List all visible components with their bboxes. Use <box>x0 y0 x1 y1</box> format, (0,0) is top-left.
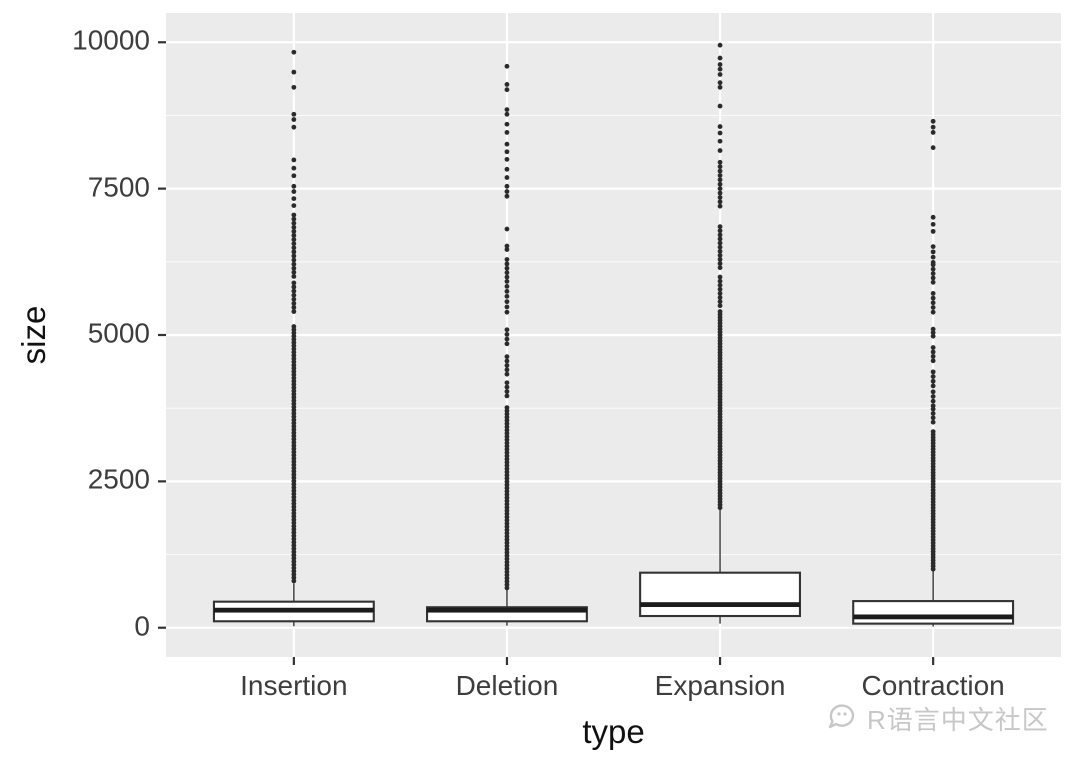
box-contraction-outliers <box>930 118 936 572</box>
axis-ticks <box>158 41 935 665</box>
grid-minor <box>166 114 1061 556</box>
box-insertion <box>212 49 375 627</box>
watermark: R语言中文社区 <box>826 700 1049 737</box>
box-expansion <box>639 42 802 624</box>
chat-bubble-icon <box>828 703 855 728</box>
y-tick-label: 10000 <box>72 24 150 56</box>
box-deletion <box>425 63 588 626</box>
x-tick-label-insertion: Insertion <box>240 670 348 701</box>
x-tick-label-expansion: Expansion <box>654 670 786 701</box>
watermark-text: R语言中文社区 <box>867 705 1049 735</box>
box-expansion-outliers <box>717 42 723 511</box>
box-contraction <box>852 118 1015 627</box>
y-axis-title: size <box>15 305 52 365</box>
x-axis-title: type <box>582 713 645 750</box>
grid-major-horizontal <box>166 41 1061 629</box>
box-insertion-outliers <box>291 49 297 584</box>
y-tick-label: 7500 <box>87 171 150 203</box>
y-tick-label: 2500 <box>87 464 150 496</box>
y-tick-label: 0 <box>134 610 150 642</box>
x-tick-label-contraction: Contraction <box>861 670 1005 701</box>
x-tick-label-deletion: Deletion <box>455 670 559 701</box>
box-deletion-outliers <box>504 63 510 591</box>
y-tick-label: 5000 <box>87 317 150 349</box>
